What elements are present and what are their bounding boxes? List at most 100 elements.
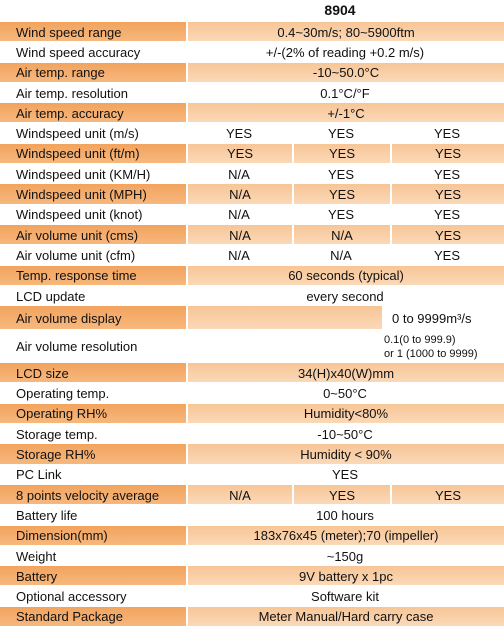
spec-row: Windspeed unit (ft/m) YES YES YES [0, 143, 504, 165]
spec-value: YES [390, 225, 504, 246]
spec-row: Temp. response time 60 seconds (typical) [0, 265, 504, 287]
spec-value: -10~50.0°C [186, 62, 504, 83]
spec-row: Air volume display 0 to 9999m³/s [0, 306, 504, 331]
spec-label: Windspeed unit (knot) [16, 207, 143, 223]
spec-label: Air volume unit (cms) [0, 225, 186, 246]
spec-row: Standard Package Meter Manual/Hard carry … [0, 606, 504, 628]
spec-value: YES [390, 184, 504, 205]
spec-label: Windspeed unit (ft/m) [0, 143, 186, 165]
spec-row: Operating temp. 0~50°C [0, 384, 504, 405]
spec-value: YES [390, 485, 504, 506]
spec-label: Storage RH% [0, 444, 186, 465]
spec-value: Humidity < 90% [186, 444, 504, 465]
spec-row: Windspeed unit (m/s) YES YES YES [0, 124, 504, 145]
spec-value: YES [433, 247, 460, 263]
spec-row: PC Link YES [0, 465, 504, 486]
spec-row: Air temp. range -10~50.0°C [0, 62, 504, 84]
spec-label: Windspeed unit (m/s) [16, 126, 139, 142]
spec-label: Battery [0, 566, 186, 587]
spec-label: Air volume unit (cfm) [16, 247, 136, 263]
spec-value: 34(H)x40(W)mm [186, 363, 504, 384]
spec-value: every second [306, 288, 384, 304]
spec-label: 8 points velocity average [0, 485, 186, 506]
spec-value: ~150g [326, 548, 364, 564]
spec-value-line: 0.1(0 to 999.9) [384, 333, 456, 346]
spec-row: Air volume resolution 0.1(0 to 999.9) or 1… [0, 330, 504, 364]
model-header: 8904 [324, 2, 356, 18]
spec-row: Weight ~150g [0, 546, 504, 567]
spec-value: YES [433, 126, 460, 142]
spec-value: 0 to 9999m³/s [384, 306, 504, 331]
spec-row: Wind speed accuracy +/-(2% of reading +0.… [0, 42, 504, 63]
spec-value: Software kit [311, 589, 379, 605]
spec-row: Operating RH% Humidity<80% [0, 403, 504, 425]
spec-value: YES [390, 143, 504, 165]
spec-row: Air volume unit (cms) N/A N/A YES [0, 225, 504, 246]
spec-value: 0~50°C [323, 386, 367, 402]
spec-value: 9V battery x 1pc [186, 566, 504, 587]
spec-value: YES [225, 126, 252, 142]
spec-value: YES [292, 143, 390, 165]
spec-label: PC Link [16, 467, 62, 483]
spec-label: Temp. response time [0, 265, 186, 286]
spec-row: Optional accessory Software kit [0, 587, 504, 608]
spec-label: Windspeed unit (MPH) [0, 184, 186, 205]
spec-value: YES [327, 166, 354, 182]
spec-row: Windspeed unit (knot) N/A YES YES [0, 205, 504, 226]
spec-label: LCD update [16, 288, 86, 304]
spec-row: Windspeed unit (KM/H) N/A YES YES [0, 164, 504, 185]
spec-value: Meter Manual/Hard carry case [186, 606, 504, 628]
spec-label: Air temp. resolution [16, 85, 128, 101]
spec-label: Windspeed unit (KM/H) [16, 166, 151, 182]
spec-value: N/A [228, 166, 250, 182]
spec-value: YES [433, 166, 460, 182]
spec-row: Battery 9V battery x 1pc [0, 566, 504, 587]
spec-value: N/A [330, 247, 352, 263]
spec-value: +/-1°C [186, 103, 504, 124]
spec-value: N/A [186, 485, 292, 506]
spec-value: Humidity<80% [186, 403, 504, 425]
spec-value-line: or 1 (1000 to 9999) [384, 347, 478, 360]
spec-value: 0.4~30m/s; 80~5900ftm [186, 22, 504, 43]
spec-row: Storage RH% Humidity < 90% [0, 444, 504, 465]
spec-value: 100 hours [316, 507, 374, 523]
spec-value: YES [292, 184, 390, 205]
spec-label: Storage temp. [16, 426, 98, 442]
spec-label: Air volume display [0, 306, 186, 331]
spec-row: Dimension(mm) 183x76x45 (meter);70 (impel… [0, 525, 504, 547]
spec-label: Weight [16, 548, 57, 564]
spec-value: N/A [186, 225, 292, 246]
spec-value: YES [331, 467, 358, 483]
spec-value: 0.1(0 to 999.9) or 1 (1000 to 9999) [186, 330, 504, 363]
spec-value: N/A [292, 225, 390, 246]
spec-label: Operating temp. [16, 386, 110, 402]
spec-value: 183x76x45 (meter);70 (impeller) [186, 525, 504, 546]
spec-value: YES [327, 126, 354, 142]
spec-row: Air temp. resolution 0.1°C/°F [0, 83, 504, 104]
spec-row: LCD update every second [0, 286, 504, 307]
spec-label: Wind speed accuracy [16, 44, 141, 60]
spec-value: N/A [186, 184, 292, 205]
spec-label: LCD size [0, 363, 186, 384]
spec-label: Air temp. accuracy [0, 103, 186, 124]
spec-value: N/A [228, 247, 250, 263]
spec-value: YES [292, 485, 390, 506]
spec-row: 8 points velocity average N/A YES YES [0, 485, 504, 506]
spec-value: YES [186, 143, 292, 165]
spec-row: Air volume unit (cfm) N/A N/A YES [0, 245, 504, 266]
spec-row: Wind speed range 0.4~30m/s; 80~5900ftm [0, 22, 504, 43]
spec-row: Air temp. accuracy +/-1°C [0, 103, 504, 124]
spec-label: Standard Package [0, 606, 186, 628]
spec-row: Windspeed unit (MPH) N/A YES YES [0, 184, 504, 205]
spec-value: +/-(2% of reading +0.2 m/s) [265, 44, 425, 60]
spec-row: Battery life 100 hours [0, 505, 504, 526]
spec-label: Battery life [16, 507, 78, 523]
spec-label: Wind speed range [0, 22, 186, 43]
spec-row: LCD size 34(H)x40(W)mm [0, 363, 504, 384]
spec-label: Air volume resolution [16, 339, 138, 355]
spec-label: Operating RH% [0, 403, 186, 425]
spec-label: Dimension(mm) [0, 525, 186, 546]
spec-value: -10~50°C [317, 426, 373, 442]
spec-row: Storage temp. -10~50°C [0, 424, 504, 445]
